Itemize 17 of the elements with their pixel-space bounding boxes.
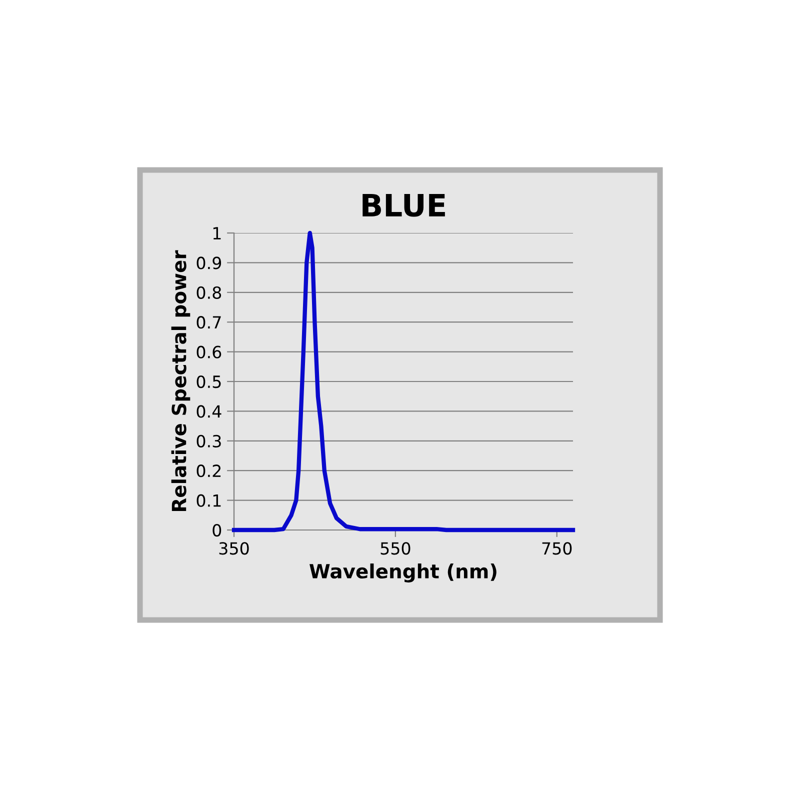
y-tick-label: 0.5 — [196, 375, 221, 388]
y-tick-label: 0 — [212, 524, 222, 537]
y-tick-label: 0.2 — [196, 464, 221, 478]
y-tick-label: 1 — [213, 227, 221, 240]
chart-title: BLUE — [362, 194, 445, 217]
y-tick-label: 0.9 — [196, 256, 222, 270]
y-tick-label: 0.1 — [196, 494, 221, 507]
x-tick-label: 350 — [219, 542, 249, 555]
y-tick-label: 0.6 — [196, 346, 222, 358]
x-tick-label: 750 — [542, 542, 572, 555]
x-axis-title: Wavelenght (nm) — [310, 563, 496, 582]
y-axis-title: Relative Spectral power — [171, 250, 190, 512]
y-tick-label: 0.4 — [196, 405, 222, 418]
y-tick-label: 0.8 — [196, 286, 222, 299]
y-tick-label: 0.3 — [196, 434, 221, 448]
x-tick-label: 550 — [380, 542, 410, 555]
y-tick-label: 0.7 — [196, 316, 221, 329]
